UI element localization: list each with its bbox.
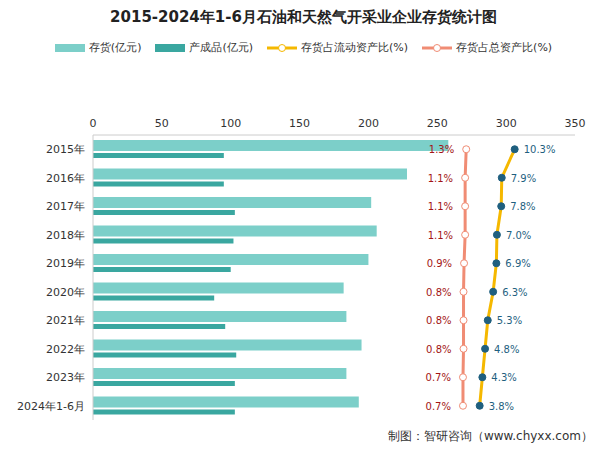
svg-text:100: 100 bbox=[220, 117, 241, 130]
html-text:产成品(亿元): 产成品(亿元) bbox=[189, 41, 253, 54]
svg-text:0.7%: 0.7% bbox=[426, 372, 451, 383]
html-text:存货占总资产比(%): 存货占总资产比(%) bbox=[456, 41, 553, 54]
html-text:2015-2024年1-6月石油和天然气开采业企业存货统计图: 2015-2024年1-6月石油和天然气开采业企业存货统计图 bbox=[110, 8, 497, 26]
svg-text:7.9%: 7.9% bbox=[511, 173, 536, 184]
svg-text:2018年: 2018年 bbox=[46, 229, 85, 242]
svg-text:3.8%: 3.8% bbox=[489, 401, 514, 412]
svg-text:7.8%: 7.8% bbox=[510, 201, 535, 212]
svg-text:250: 250 bbox=[427, 117, 448, 130]
html-text:存货占流动资产比(%): 存货占流动资产比(%) bbox=[301, 41, 409, 54]
svg-text:0.8%: 0.8% bbox=[426, 344, 451, 355]
svg-text:0.8%: 0.8% bbox=[426, 287, 451, 298]
svg-text:2024年1-6月: 2024年1-6月 bbox=[17, 400, 85, 413]
svg-text:4.3%: 4.3% bbox=[491, 372, 516, 383]
svg-text:0.8%: 0.8% bbox=[426, 315, 451, 326]
svg-text:1.1%: 1.1% bbox=[428, 201, 453, 212]
svg-text:6.3%: 6.3% bbox=[502, 287, 527, 298]
svg-text:6.9%: 6.9% bbox=[505, 258, 530, 269]
html-text:存货(亿元): 存货(亿元) bbox=[88, 41, 142, 54]
svg-text:1.1%: 1.1% bbox=[428, 230, 453, 241]
svg-text:2019年: 2019年 bbox=[46, 257, 85, 270]
svg-text:2022年: 2022年 bbox=[46, 343, 85, 356]
svg-text:2023年: 2023年 bbox=[46, 371, 85, 384]
svg-text:10.3%: 10.3% bbox=[524, 144, 556, 155]
svg-text:4.8%: 4.8% bbox=[494, 344, 519, 355]
svg-text:1.1%: 1.1% bbox=[428, 173, 453, 184]
svg-text:2016年: 2016年 bbox=[46, 172, 85, 185]
svg-text:200: 200 bbox=[358, 117, 379, 130]
svg-text:150: 150 bbox=[289, 117, 310, 130]
svg-text:50: 50 bbox=[155, 117, 169, 130]
html-text:制图：智研咨询（www.chyxx.com）: 制图：智研咨询（www.chyxx.com） bbox=[387, 429, 593, 443]
svg-text:1.3%: 1.3% bbox=[429, 144, 454, 155]
svg-text:2020年: 2020年 bbox=[46, 286, 85, 299]
svg-text:2021年: 2021年 bbox=[46, 314, 85, 327]
svg-text:5.3%: 5.3% bbox=[497, 315, 522, 326]
svg-text:0.9%: 0.9% bbox=[427, 258, 452, 269]
svg-text:2017年: 2017年 bbox=[46, 200, 85, 213]
svg-text:350: 350 bbox=[565, 117, 586, 130]
svg-text:0: 0 bbox=[90, 117, 97, 130]
svg-text:2015年: 2015年 bbox=[46, 143, 85, 156]
svg-text:7.0%: 7.0% bbox=[506, 230, 531, 241]
svg-text:300: 300 bbox=[496, 117, 517, 130]
svg-text:0.7%: 0.7% bbox=[426, 401, 451, 412]
